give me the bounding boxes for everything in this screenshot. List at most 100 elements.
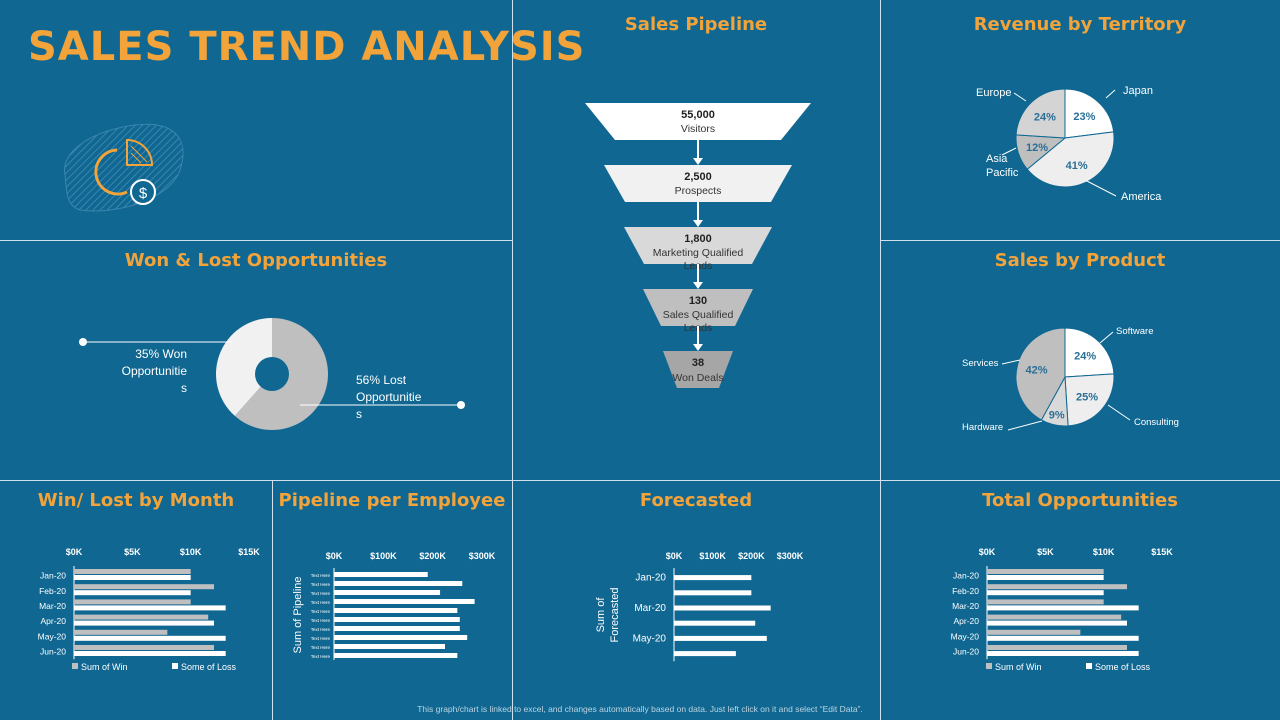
legend-label: Sum of Win xyxy=(995,662,1042,672)
leader-dot xyxy=(79,338,87,346)
divider xyxy=(0,240,512,241)
funnel-stage xyxy=(663,351,733,388)
pie-slice xyxy=(1064,327,1115,378)
bar xyxy=(987,645,1127,650)
bar xyxy=(674,620,756,626)
x-tick-label: $15K xyxy=(238,547,260,557)
forecasted-bar-chart: $0K $100K $200K $300K Jan-20 Mar-20 May-20 Sum … xyxy=(595,551,804,662)
pipeline-employee-panel: Pipeline per Employee $0K $100K $200K $300K… xyxy=(272,480,512,720)
leader-line xyxy=(1001,359,1021,365)
footnote: This graph/chart is linked to excel, and… xyxy=(417,704,863,714)
leader-line xyxy=(1099,331,1114,344)
pie-data-label: 42% xyxy=(1026,365,1048,377)
x-tick-label: $0K xyxy=(666,551,683,561)
leader-line xyxy=(1084,179,1117,197)
bar xyxy=(674,651,736,657)
pie-category-label: Consulting xyxy=(1134,417,1179,428)
bar xyxy=(334,599,475,604)
bar xyxy=(74,645,214,650)
panel-title: Won & Lost Opportunities xyxy=(124,250,388,271)
y-tick-label: Text Here xyxy=(311,591,331,596)
bar xyxy=(334,590,441,595)
funnel-label: Visitors xyxy=(681,123,715,135)
x-tick-label: $100K xyxy=(370,551,397,561)
bar xyxy=(334,635,468,640)
y-axis-label: Sum of Pipeline xyxy=(292,576,304,653)
legend-label: Sum of Win xyxy=(81,662,128,672)
pie-data-label: 23% xyxy=(1073,111,1095,123)
bar xyxy=(334,626,460,631)
page-title: SALES TREND ANALYSIS xyxy=(28,24,586,70)
pie-slice xyxy=(1064,373,1115,427)
pie-category-label: Hardware xyxy=(962,422,1003,433)
funnel-value: 2,500 xyxy=(684,171,712,183)
y-tick-label: Jun-20 xyxy=(40,647,66,657)
funnel-arrowhead xyxy=(693,220,703,227)
forecasted-panel: Forecasted $0K $100K $200K $300K Jan-20 Mar-2… xyxy=(512,480,880,720)
funnel-label: Prospects xyxy=(675,185,722,197)
pie-data-label: 41% xyxy=(1066,160,1088,172)
bar xyxy=(987,620,1127,626)
bar xyxy=(987,590,1104,596)
bar xyxy=(334,572,428,577)
panel-title: Total Opportunities xyxy=(982,490,1178,511)
bar xyxy=(74,584,214,590)
y-tick-label: Mar-20 xyxy=(634,603,666,614)
x-tick-label: $10K xyxy=(1093,547,1115,557)
x-tick-label: $5K xyxy=(1037,547,1054,557)
funnel-stage xyxy=(624,227,772,264)
bar xyxy=(987,635,1139,641)
x-tick-label: $200K xyxy=(419,551,446,561)
bar xyxy=(74,614,209,620)
won-lost-panel: Won & Lost Opportunities 35% Won Opportun… xyxy=(0,240,512,480)
y-tick-label: Apr-20 xyxy=(953,616,979,626)
legend-swatch xyxy=(172,663,178,669)
x-tick-label: $200K xyxy=(738,551,765,561)
bar xyxy=(334,617,460,622)
bar xyxy=(674,590,752,596)
bar xyxy=(987,605,1139,611)
funnel-stage xyxy=(585,103,811,140)
pie-category-label: Japan xyxy=(1123,85,1153,97)
y-tick-label: May-20 xyxy=(38,631,67,641)
bar xyxy=(987,599,1104,605)
y-axis-label: Sum of Forecasted xyxy=(595,587,621,642)
funnel-label: Won Deals xyxy=(672,372,723,384)
pie-slice xyxy=(1015,88,1066,139)
bar xyxy=(987,584,1127,590)
y-tick-label: Text Here xyxy=(311,654,331,659)
donut-label: 35% Won Opportunitie s xyxy=(122,347,188,395)
pie-data-label: 25% xyxy=(1076,391,1098,403)
donut-hole xyxy=(255,357,289,391)
bar xyxy=(74,575,191,580)
bar xyxy=(74,629,168,635)
leader-line xyxy=(1013,92,1027,102)
pie-slice xyxy=(1064,88,1115,139)
pie-data-label: 12% xyxy=(1026,142,1048,154)
panel-title: Sales by Product xyxy=(994,250,1166,271)
bar xyxy=(334,608,458,613)
pie-category-label: Services xyxy=(962,358,999,369)
y-tick-label: May-20 xyxy=(951,631,980,641)
x-tick-label: $0K xyxy=(979,547,996,557)
pie-category-label: Europe xyxy=(976,87,1011,99)
panel-title: Revenue by Territory xyxy=(973,14,1187,35)
sales-product-panel: Sales by Product 24% 25% 9% 42% Software Cons… xyxy=(880,240,1280,480)
funnel-value: 130 xyxy=(689,295,707,307)
divider xyxy=(880,0,881,720)
leader-line xyxy=(1001,147,1017,156)
y-tick-label: Jun-20 xyxy=(953,647,979,657)
total-opportunities-panel: Total Opportunities $0K $5K $10K $15K Jan-20… xyxy=(880,480,1280,720)
legend-label: Some of Loss xyxy=(1095,662,1151,672)
territory-pie-chart: 23% 41% 12% 24% Japan America Asia Pacific Europ… xyxy=(976,85,1162,203)
x-tick-label: $5K xyxy=(124,547,141,557)
bar xyxy=(987,629,1081,635)
leader-line xyxy=(1007,420,1043,431)
y-tick-label: Text Here xyxy=(311,600,331,605)
legend-swatch xyxy=(986,663,992,669)
win-lost-month-panel: Win/ Lost by Month $0K $5K $10K $15K Jan-20 F… xyxy=(0,480,272,720)
y-tick-label: Text Here xyxy=(311,636,331,641)
bar xyxy=(987,651,1139,656)
funnel-stage xyxy=(643,289,753,326)
revenue-territory-panel: Revenue by Territory 23% 41% 12% 24% Japan Am… xyxy=(880,0,1280,240)
